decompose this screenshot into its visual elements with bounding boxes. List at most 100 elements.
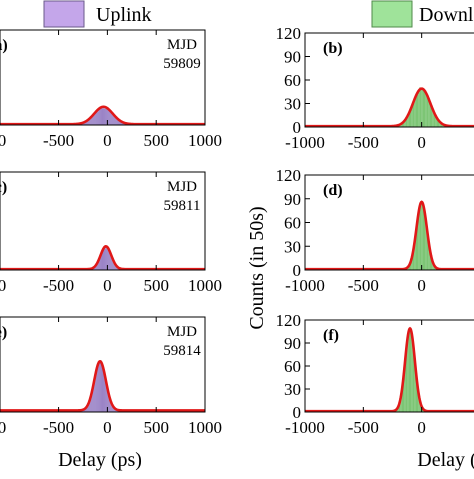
x-tick-label: 1000 [188, 276, 222, 295]
legend-downlink-swatch [372, 1, 412, 27]
y-tick-label: 30 [284, 95, 301, 114]
y-axis-label: Counts (in 50s) [246, 206, 268, 329]
y-tick-label: 60 [284, 214, 301, 233]
histogram-bar [418, 92, 419, 127]
x-tick-label: -500 [348, 276, 379, 295]
legend-downlink: Downl [372, 1, 474, 27]
x-tick-label: 0 [103, 131, 112, 150]
histogram-bar [426, 97, 427, 127]
histogram-bar [102, 106, 103, 125]
histogram-bar [104, 109, 105, 125]
mjd-value: 59814 [163, 343, 201, 359]
x-tick-label: -500 [348, 418, 379, 437]
mjd-label: MJD [167, 179, 197, 195]
x-tick-label: -500 [43, 276, 74, 295]
histogram-bar [409, 330, 410, 412]
x-tick-label-clipped: 0 [0, 131, 6, 150]
x-tick-label: 1000 [188, 131, 222, 150]
panel-tag: (b) [323, 40, 343, 57]
x-tick-label: 500 [143, 418, 169, 437]
legend-downlink-label: Downl [419, 4, 474, 26]
y-tick-label: 90 [284, 48, 301, 67]
histogram-bar [105, 247, 106, 270]
histogram-bar [100, 360, 101, 412]
x-tick-label: 0 [417, 276, 426, 295]
x-tick-label: 500 [143, 131, 169, 150]
x-tick-label: -1000 [285, 418, 325, 437]
y-tick-label: 120 [276, 24, 302, 43]
y-tick-label: 60 [284, 357, 301, 376]
histogram-bar [105, 106, 106, 125]
x-tick-label: 0 [103, 418, 112, 437]
y-tick-label: 60 [284, 71, 301, 90]
x-tick-label: 0 [417, 418, 426, 437]
mjd-value: 59811 [164, 198, 201, 214]
x-axis-label: Delay (p [417, 449, 474, 471]
histogram-bar [104, 249, 105, 270]
y-tick-label: 120 [276, 166, 302, 185]
x-tick-label: 0 [417, 133, 426, 152]
panel-tag: (f) [323, 327, 339, 344]
histogram-bar [109, 111, 110, 125]
histogram-bar [424, 91, 425, 127]
panel-d: -1000-500050306090120(d) [276, 166, 474, 295]
histogram-bar [103, 108, 104, 125]
y-tick-label: 0 [293, 261, 302, 280]
histogram-bar [417, 95, 418, 127]
y-tick-label: 30 [284, 380, 301, 399]
panel-tag: e) [0, 324, 7, 341]
panel-e: -500 0 500 1000 0 e) MJD 59814 Delay (ps) [0, 317, 222, 471]
histogram-bar [421, 203, 422, 270]
legend-uplink-label: Uplink [96, 4, 152, 26]
y-tick-label: 90 [284, 334, 301, 353]
histogram-bar [99, 109, 100, 125]
panel-tag: (d) [323, 182, 343, 199]
histogram-bar [110, 113, 111, 125]
y-tick-label: 0 [293, 403, 302, 422]
y-tick-label: 90 [284, 190, 301, 209]
x-tick-label: 500 [143, 276, 169, 295]
histogram-bar [103, 368, 104, 412]
histogram-bar [422, 88, 423, 127]
histogram-bar [421, 89, 422, 127]
histogram-bar [101, 108, 102, 125]
x-tick-label: -500 [348, 133, 379, 152]
fit-curve [305, 202, 474, 269]
histogram-bar [423, 91, 424, 127]
histogram-bar [414, 102, 415, 127]
panel-tag: c) [0, 179, 7, 196]
histogram-bar [416, 95, 417, 127]
y-tick-label: 120 [276, 311, 302, 330]
histogram-bar [422, 201, 423, 270]
panel-tag: a) [0, 37, 8, 54]
x-tick-label-clipped: 0 [0, 276, 6, 295]
fit-curve [305, 89, 474, 127]
x-axis-label: Delay (ps) [58, 449, 142, 471]
histogram-bar [410, 330, 411, 412]
histogram-bar [108, 251, 109, 270]
histogram-bar [100, 107, 101, 125]
panel-b: -1000-500050306090120(b) [276, 24, 474, 152]
histogram-bar [102, 365, 103, 412]
x-tick-label: -1000 [285, 133, 325, 152]
histogram-bar [419, 87, 420, 127]
panel-f: -1000-500050306090120(f)Delay (p [276, 311, 474, 471]
legend-uplink: Uplink [44, 1, 152, 27]
panels: -500 0 500 1000 0 a) MJD 59809 -500 0 500 1000 0 c) MJ… [0, 24, 474, 471]
x-tick-label: 1000 [188, 418, 222, 437]
mjd-label: MJD [167, 37, 197, 53]
x-tick-label: -1000 [285, 276, 325, 295]
mjd-label: MJD [167, 324, 197, 340]
mjd-value: 59809 [163, 56, 201, 72]
x-tick-label-clipped: 0 [0, 418, 6, 437]
histogram-bar [94, 115, 95, 125]
x-tick-label: -500 [43, 418, 74, 437]
histogram-bar [115, 118, 116, 125]
y-tick-label: 30 [284, 237, 301, 256]
histogram-bar [99, 364, 100, 412]
histogram-bar [101, 360, 102, 412]
y-tick-label: 0 [293, 118, 302, 137]
